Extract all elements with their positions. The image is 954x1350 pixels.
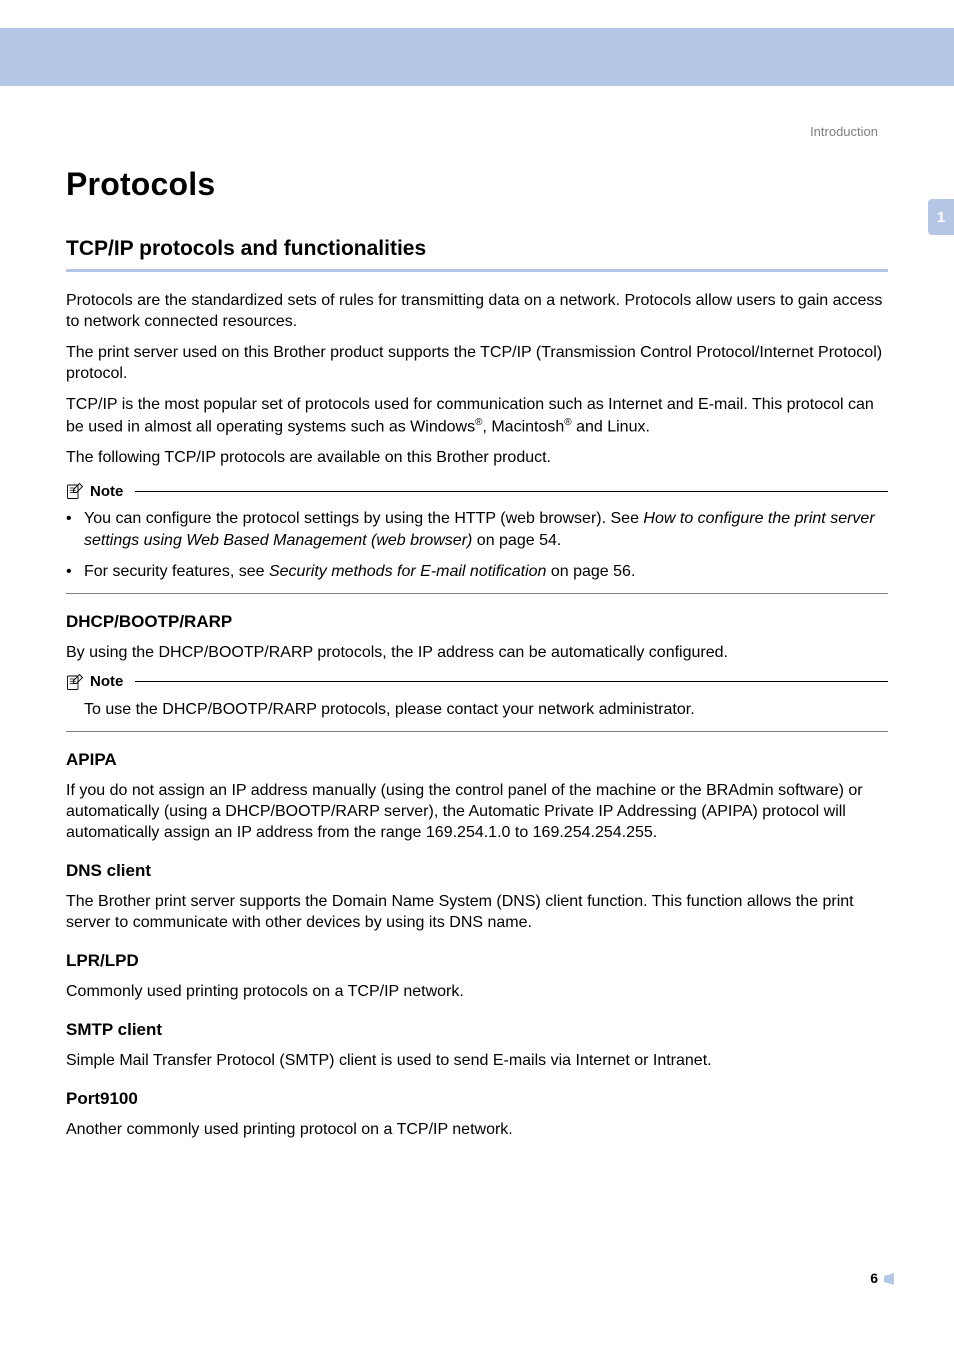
- running-header: Introduction: [810, 124, 878, 139]
- dhcp-paragraph: By using the DHCP/BOOTP/RARP protocols, …: [66, 642, 888, 663]
- p3-text-post: and Linux.: [572, 418, 650, 435]
- note-bullet-2: • For security features, see Security me…: [66, 561, 888, 583]
- note2-text: To use the DHCP/BOOTP/RARP protocols, pl…: [66, 699, 888, 721]
- page-corner-mark-icon: [884, 1273, 894, 1285]
- bullet1-post: on page 54.: [472, 532, 561, 549]
- note-body: • You can configure the protocol setting…: [66, 508, 888, 583]
- note-label: Note: [90, 673, 123, 690]
- apipa-paragraph: If you do not assign an IP address manua…: [66, 780, 888, 843]
- dns-paragraph: The Brother print server supports the Do…: [66, 891, 888, 933]
- dns-heading: DNS client: [66, 861, 888, 881]
- page-title: Protocols: [66, 166, 888, 203]
- smtp-heading: SMTP client: [66, 1020, 888, 1040]
- top-header-bar: [0, 28, 954, 86]
- intro-paragraph-3: TCP/IP is the most popular set of protoc…: [66, 394, 888, 437]
- bullet-text: You can configure the protocol settings …: [80, 508, 888, 551]
- intro-paragraph-2: The print server used on this Brother pr…: [66, 342, 888, 384]
- page-container: 1 Introduction Protocols TCP/IP protocol…: [0, 0, 954, 1350]
- bullet2-italic: Security methods for E-mail notification: [269, 563, 546, 580]
- pencil-note-icon: [66, 673, 84, 691]
- page-number: 6: [870, 1270, 878, 1286]
- intro-paragraph-1: Protocols are the standardized sets of r…: [66, 290, 888, 332]
- note-bullet-1: • You can configure the protocol setting…: [66, 508, 888, 551]
- dhcp-heading: DHCP/BOOTP/RARP: [66, 612, 888, 632]
- note-header: Note: [66, 482, 888, 500]
- chapter-tab-number: 1: [937, 209, 945, 226]
- chapter-tab: 1: [928, 199, 954, 235]
- note-block-1: Note • You can configure the protocol se…: [66, 482, 888, 583]
- bullet-text: For security features, see Security meth…: [80, 561, 888, 583]
- apipa-heading: APIPA: [66, 750, 888, 770]
- bullet2-post: on page 56.: [546, 563, 635, 580]
- pencil-note-icon: [66, 482, 84, 500]
- separator-line: [66, 731, 888, 732]
- bullet2-pre: For security features, see: [84, 563, 269, 580]
- section-heading-wrap: TCP/IP protocols and functionalities: [66, 237, 888, 272]
- p3-text-pre: TCP/IP is the most popular set of protoc…: [66, 396, 878, 434]
- lpr-paragraph: Commonly used printing protocols on a TC…: [66, 981, 888, 1002]
- port9100-paragraph: Another commonly used printing protocol …: [66, 1119, 888, 1140]
- bullet-marker: •: [66, 561, 80, 583]
- port9100-heading: Port9100: [66, 1089, 888, 1109]
- separator-line: [66, 593, 888, 594]
- bullet-marker: •: [66, 508, 80, 551]
- note-label: Note: [90, 483, 123, 500]
- note-header-rule: [135, 681, 888, 682]
- lpr-heading: LPR/LPD: [66, 951, 888, 971]
- p3-text-mid: , Macintosh: [482, 418, 564, 435]
- section-heading-rule: [66, 269, 888, 272]
- note-body: To use the DHCP/BOOTP/RARP protocols, pl…: [66, 699, 888, 721]
- main-content: Protocols TCP/IP protocols and functiona…: [66, 166, 888, 1150]
- section-heading: TCP/IP protocols and functionalities: [66, 237, 888, 267]
- intro-paragraph-4: The following TCP/IP protocols are avail…: [66, 447, 888, 468]
- registered-mark-2: ®: [564, 417, 571, 428]
- note-header: Note: [66, 673, 888, 691]
- bullet1-pre: You can configure the protocol settings …: [84, 510, 643, 527]
- note-block-2: Note To use the DHCP/BOOTP/RARP protocol…: [66, 673, 888, 721]
- smtp-paragraph: Simple Mail Transfer Protocol (SMTP) cli…: [66, 1050, 888, 1071]
- note-header-rule: [135, 491, 888, 492]
